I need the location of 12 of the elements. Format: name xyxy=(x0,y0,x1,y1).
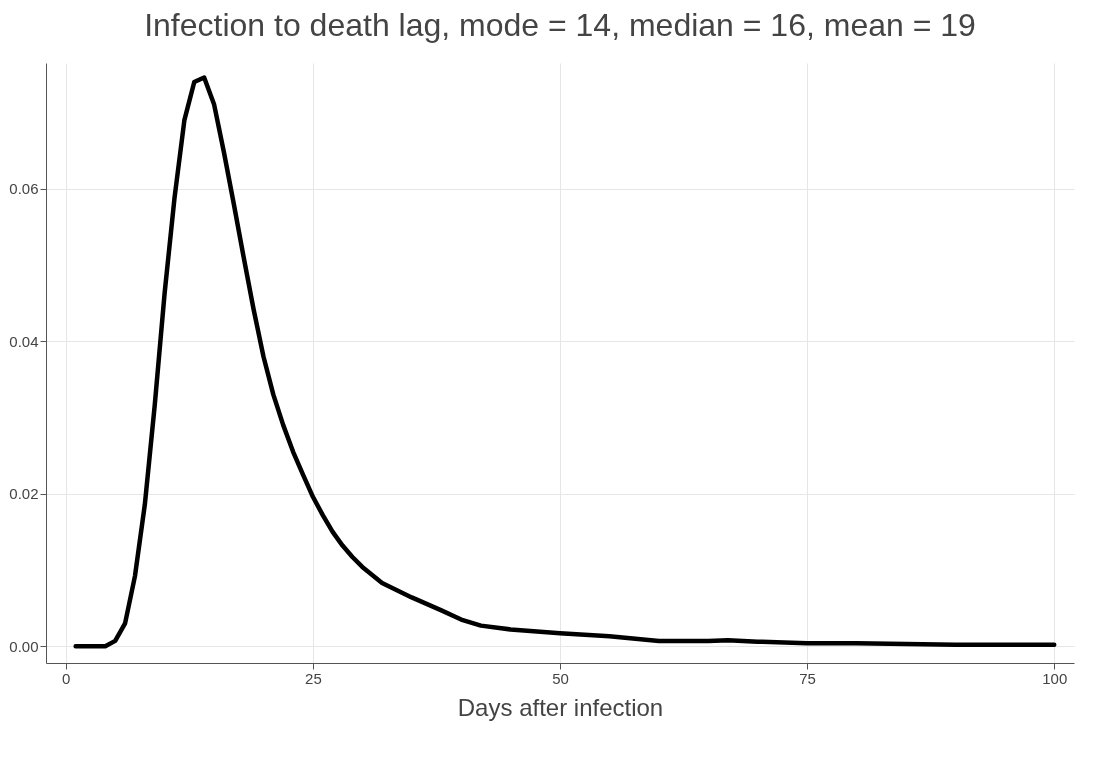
y-tick-label: 0.04 xyxy=(9,332,39,350)
x-tick-label: 50 xyxy=(552,669,569,687)
x-tick-label: 0 xyxy=(62,669,71,687)
x-tick-label: 75 xyxy=(799,669,816,687)
chart-title: Infection to death lag, mode = 14, median = 16, mean = 19 xyxy=(144,7,976,43)
x-axis-title: Days after infection xyxy=(457,693,664,721)
y-tick-label: 0.02 xyxy=(9,485,39,503)
x-tick-label: 25 xyxy=(305,669,322,687)
y-tick-label: 0.00 xyxy=(9,637,39,655)
y-tick-label: 0.06 xyxy=(9,180,39,198)
line-series xyxy=(73,75,1057,649)
x-tick-label: 100 xyxy=(1042,669,1068,687)
